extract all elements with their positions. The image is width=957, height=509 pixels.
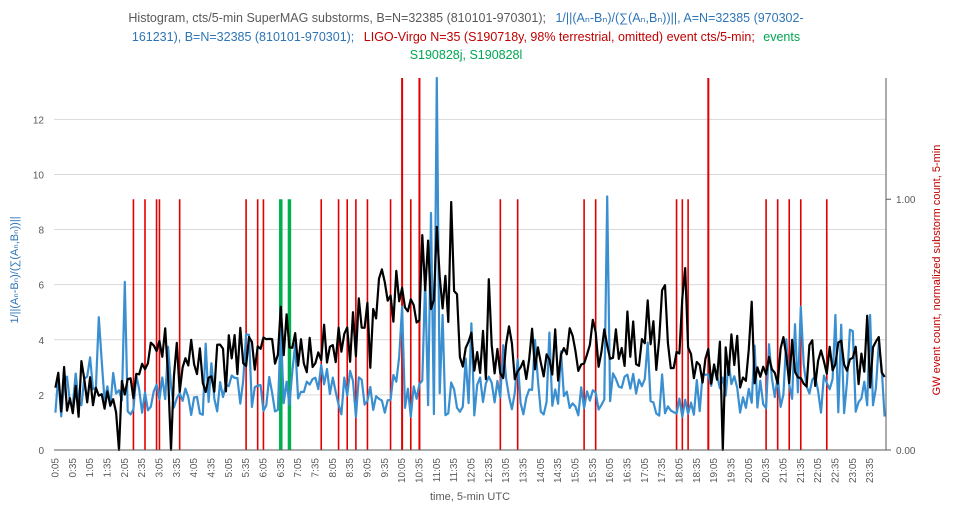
x-tick-label: 22:35 <box>830 458 841 483</box>
x-tick-label: 7:35 <box>310 458 321 478</box>
x-tick-label: 17:05 <box>640 458 651 483</box>
y-left-tick-label: 2 <box>38 391 44 402</box>
x-tick-label: 3:05 <box>154 458 165 478</box>
x-tick-label: 0:05 <box>50 458 61 478</box>
axes <box>54 78 887 451</box>
x-tick-label: 13:35 <box>518 458 529 483</box>
title-part-ligo: LIGO-Virgo N=35 (S190718y, 98% terrestri… <box>364 30 755 44</box>
x-tick-label: 18:05 <box>674 458 685 483</box>
x-tick-label: 1:35 <box>102 458 113 478</box>
x-tick-label: 1:05 <box>85 458 96 478</box>
y-left-tick-label: 6 <box>38 281 44 292</box>
y-right-ticks: 0.00 1.00 <box>886 195 916 457</box>
x-tick-label: 19:35 <box>726 458 737 483</box>
x-tick-label: 10:35 <box>414 458 425 483</box>
x-tick-label: 5:35 <box>241 458 252 478</box>
x-tick-label: 6:35 <box>276 458 287 478</box>
x-tick-label: 9:35 <box>380 458 391 478</box>
x-tick-label: 22:05 <box>813 458 824 483</box>
x-tick-label: 14:35 <box>553 458 564 483</box>
x-tick-label: 15:05 <box>570 458 581 483</box>
x-tick-label: 14:05 <box>536 458 547 483</box>
x-tick-label: 17:35 <box>657 458 668 483</box>
x-tick-label: 5:05 <box>224 458 235 478</box>
x-tick-label: 11:35 <box>449 458 460 483</box>
x-tick-label: 16:05 <box>605 458 616 483</box>
x-tick-label: 4:05 <box>189 458 200 478</box>
x-tick-label: 8:35 <box>345 458 356 478</box>
x-tick-label: 23:35 <box>865 458 876 483</box>
gridlines <box>54 118 886 451</box>
y-right-tick-label: 0.00 <box>896 446 916 457</box>
title-part-ratio-line2: 161231), B=N=32385 (810101-970301); <box>132 30 354 44</box>
series-substorm-line <box>54 200 886 452</box>
series-ratio <box>54 76 886 418</box>
x-tick-label: 13:05 <box>501 458 512 483</box>
y-right-axis-label: GW event count, normalized substorm coun… <box>931 145 943 396</box>
x-tick-label: 2:05 <box>120 458 131 478</box>
series-substorm <box>54 200 886 452</box>
x-ticks: 0:05 0:35 1:05 1:35 2:05 2:35 3:05 3:35 4:05 4:35… <box>50 458 876 483</box>
x-tick-label: 12:35 <box>484 458 495 483</box>
title-part-events-line2: S190828j, S190828l <box>410 48 523 62</box>
svg-text:Histogram, cts/5-min SuperMAG: Histogram, cts/5-min SuperMAG substorms,… <box>128 11 803 25</box>
series-ratio-line <box>54 76 886 418</box>
x-tick-label: 2:35 <box>137 458 148 478</box>
y-right-tick-label: 1.00 <box>896 195 916 206</box>
x-tick-label: 20:05 <box>744 458 755 483</box>
x-tick-label: 7:05 <box>293 458 304 478</box>
x-tick-label: 8:05 <box>328 458 339 478</box>
svg-text:161231), B=N=32385 (810101-9: 161231), B=N=32385 (810101-970301); LIGO… <box>132 30 800 44</box>
x-tick-label: 21:35 <box>796 458 807 483</box>
y-left-tick-label: 8 <box>38 226 44 237</box>
x-tick-label: 21:05 <box>778 458 789 483</box>
gw-red-events <box>132 78 828 450</box>
x-tick-label: 16:35 <box>622 458 633 483</box>
x-tick-label: 10:05 <box>397 458 408 483</box>
x-tick-label: 12:05 <box>466 458 477 483</box>
y-left-tick-label: 10 <box>33 170 45 181</box>
x-tick-label: 4:35 <box>206 458 217 478</box>
y-left-tick-label: 0 <box>38 446 44 457</box>
y-left-ticks: 0 2 4 6 8 10 12 <box>33 115 45 457</box>
x-tick-label: 0:35 <box>68 458 79 478</box>
y-left-tick-label: 4 <box>38 336 44 347</box>
x-tick-label: 15:35 <box>588 458 599 483</box>
x-tick-label: 9:05 <box>362 458 373 478</box>
chart-title: Histogram, cts/5-min SuperMAG substorms,… <box>128 11 803 62</box>
x-tick-label: 23:05 <box>848 458 859 483</box>
x-tick-label: 3:35 <box>172 458 183 478</box>
x-tick-label: 20:35 <box>761 458 772 483</box>
y-left-axis-label: 1/||(Aₙ-Bₙ)/(∑(Aₙ,Bₙ))|| <box>9 216 21 323</box>
title-part-events-line1: events <box>763 30 800 44</box>
x-tick-label: 18:35 <box>692 458 703 483</box>
x-axis-label: time, 5-min UTC <box>430 491 510 503</box>
y-left-tick-label: 12 <box>33 115 45 126</box>
x-tick-label: 19:05 <box>709 458 720 483</box>
svg-text:S190828j, S190828l: S190828j, S190828l <box>410 48 523 62</box>
title-part-substorm: Histogram, cts/5-min SuperMAG substorms,… <box>128 11 546 25</box>
x-tick-label: 11:05 <box>432 458 443 483</box>
x-tick-label: 6:05 <box>258 458 269 478</box>
title-part-ratio-line1: 1/||(Aₙ-Bₙ)/(∑(Aₙ,Bₙ))||, A=N=32385 (970… <box>555 11 803 25</box>
